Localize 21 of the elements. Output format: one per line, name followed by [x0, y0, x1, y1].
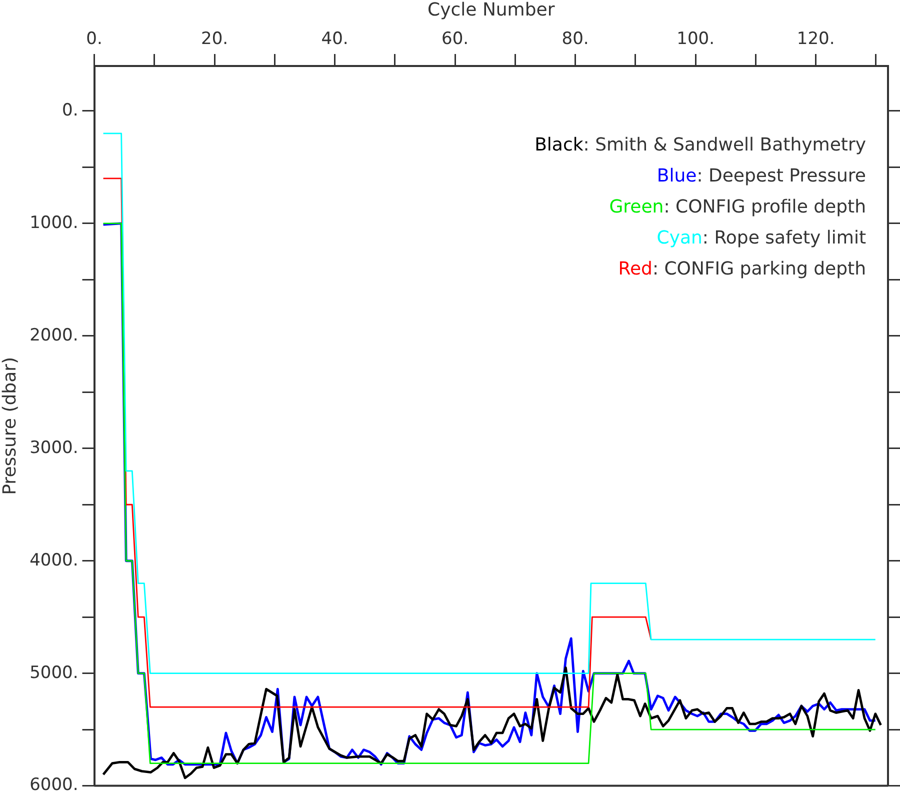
x-axis-title: Cycle Number [428, 0, 556, 20]
x-tick-label: 120. [796, 29, 835, 50]
text: Red: CONFIG parking depth [618, 258, 866, 280]
y-tick-label: 6000. [30, 775, 78, 796]
y-tick-label: 3000. [30, 438, 78, 458]
x-tick-label: 40. [321, 29, 348, 50]
text: Blue: Deepest Pressure [656, 166, 866, 187]
x-tick-label: 100. [676, 29, 715, 50]
y-axis-title: Pressure (dbar) [0, 356, 20, 495]
y-tick-label: 2000. [30, 325, 78, 346]
y-tick-label: 1000. [30, 212, 78, 233]
x-tick-label: 60. [442, 29, 469, 50]
y-tick-label: 5000. [30, 662, 78, 683]
text: Black: Smith & Sandwell Bathymetry [534, 134, 866, 156]
x-tick-label: 80. [562, 29, 589, 50]
x-tick-label: 0. [86, 29, 102, 50]
y-tick-label: 0. [62, 100, 78, 120]
text: Cyan: Rope safety limit [656, 228, 866, 249]
x-tick-label: 20. [201, 29, 228, 50]
y-tick-label: 4000. [30, 550, 78, 570]
text: Green: CONFIG profile depth [609, 196, 866, 218]
